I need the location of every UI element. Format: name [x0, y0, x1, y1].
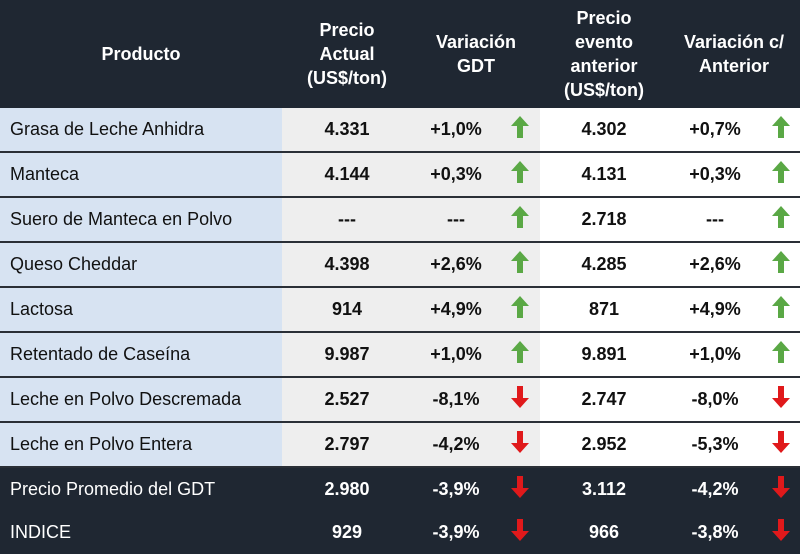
- precio-anterior: 4.131: [540, 152, 669, 198]
- table-row: Grasa de Leche Anhidra 4.331 +1,0% 4.302 +0,…: [0, 108, 800, 153]
- variacion-gdt: -3,9%: [412, 467, 500, 511]
- arrow-up-icon: [762, 332, 800, 378]
- precio-anterior: 9.891: [540, 332, 669, 378]
- header-precio-actual-line2: Actual: [319, 44, 375, 64]
- arrow-up-icon: [500, 108, 541, 153]
- precio-actual: 929: [282, 511, 412, 554]
- arrow-down-icon: [500, 467, 541, 511]
- header-precio-anterior-line2: evento: [575, 32, 634, 52]
- arrow-down-icon: [500, 511, 541, 554]
- precio-actual: ---: [282, 197, 412, 243]
- header-producto: Producto: [0, 0, 282, 108]
- product-name: Manteca: [0, 152, 282, 198]
- header-row: Producto Precio Actual (US$/ton) Variaci…: [0, 0, 800, 108]
- product-name: Retentado de Caseína: [0, 332, 282, 378]
- precio-actual: 2.527: [282, 377, 412, 423]
- precio-anterior: 2.747: [540, 377, 669, 423]
- table-row: Suero de Manteca en Polvo --- --- 2.718 ---: [0, 197, 800, 243]
- precio-anterior: 966: [540, 511, 669, 554]
- arrow-up-icon: [762, 242, 800, 288]
- precio-actual: 2.797: [282, 422, 412, 468]
- variacion-gdt: +1,0%: [412, 332, 500, 378]
- arrow-down-icon: [500, 422, 541, 468]
- variacion-gdt: ---: [412, 197, 500, 243]
- arrow-up-icon: [762, 287, 800, 333]
- variacion-anterior: ---: [668, 197, 763, 243]
- product-name: Suero de Manteca en Polvo: [0, 197, 282, 243]
- variacion-anterior: +0,7%: [668, 108, 763, 153]
- product-name: Precio Promedio del GDT: [0, 467, 282, 511]
- precio-actual: 4.398: [282, 242, 412, 288]
- arrow-up-icon: [500, 332, 541, 378]
- table-row: Leche en Polvo Entera 2.797 -4,2% 2.952 -5,3…: [0, 422, 800, 468]
- arrow-down-icon: [762, 377, 800, 423]
- precio-anterior: 871: [540, 287, 669, 333]
- precio-actual: 4.331: [282, 108, 412, 153]
- variacion-gdt: +0,3%: [412, 152, 500, 198]
- variacion-anterior: -3,8%: [668, 511, 763, 554]
- header-variacion-anterior: Variación c/ Anterior: [668, 0, 800, 108]
- header-variacion-gdt: Variación GDT: [412, 0, 541, 108]
- variacion-anterior: +4,9%: [668, 287, 763, 333]
- arrow-up-icon: [762, 152, 800, 198]
- table-row: Manteca 4.144 +0,3% 4.131 +0,3%: [0, 152, 800, 198]
- table-row: Leche en Polvo Descremada 2.527 -8,1% 2.747…: [0, 377, 800, 423]
- header-precio-anterior-line1: Precio: [576, 8, 632, 28]
- variacion-anterior: +0,3%: [668, 152, 763, 198]
- product-name: INDICE: [0, 511, 282, 554]
- precio-actual: 4.144: [282, 152, 412, 198]
- precio-anterior: 3.112: [540, 467, 669, 511]
- product-name: Queso Cheddar: [0, 242, 282, 288]
- precio-anterior: 2.718: [540, 197, 669, 243]
- variacion-anterior: +1,0%: [668, 332, 763, 378]
- header-precio-anterior-line3: anterior: [570, 56, 638, 76]
- variacion-anterior: -5,3%: [668, 422, 763, 468]
- arrow-down-icon: [762, 511, 800, 554]
- product-name: Leche en Polvo Entera: [0, 422, 282, 468]
- arrow-up-icon: [500, 152, 541, 198]
- header-variacion-anterior-line2: Anterior: [699, 56, 770, 76]
- variacion-anterior: -8,0%: [668, 377, 763, 423]
- arrow-up-icon: [500, 287, 541, 333]
- arrow-up-icon: [762, 197, 800, 243]
- table-row: Queso Cheddar 4.398 +2,6% 4.285 +2,6%: [0, 242, 800, 288]
- product-name: Lactosa: [0, 287, 282, 333]
- header-variacion-gdt-line2: GDT: [457, 56, 495, 76]
- table-row: Precio Promedio del GDT 2.980 -3,9% 3.112 -4…: [0, 467, 800, 511]
- variacion-anterior: -4,2%: [668, 467, 763, 511]
- table-row: Retentado de Caseína 9.987 +1,0% 9.891 +1,0%: [0, 332, 800, 378]
- header-precio-actual: Precio Actual (US$/ton): [282, 0, 412, 108]
- precio-actual: 914: [282, 287, 412, 333]
- header-variacion-anterior-line1: Variación c/: [683, 32, 785, 52]
- product-name: Grasa de Leche Anhidra: [0, 108, 282, 153]
- arrow-up-icon: [500, 197, 541, 243]
- arrow-up-icon: [500, 242, 541, 288]
- product-name: Leche en Polvo Descremada: [0, 377, 282, 423]
- table-row: Lactosa 914 +4,9% 871 +4,9%: [0, 287, 800, 333]
- precio-anterior: 4.285: [540, 242, 669, 288]
- precio-anterior: 2.952: [540, 422, 669, 468]
- precio-actual: 2.980: [282, 467, 412, 511]
- variacion-anterior: +2,6%: [668, 242, 763, 288]
- header-precio-anterior-line4: (US$/ton): [564, 80, 645, 100]
- precio-actual: 9.987: [282, 332, 412, 378]
- table-row: INDICE 929 -3,9% 966 -3,8%: [0, 511, 800, 554]
- precio-anterior: 4.302: [540, 108, 669, 153]
- variacion-gdt: +4,9%: [412, 287, 500, 333]
- header-precio-actual-line3: (US$/ton): [307, 68, 387, 88]
- header-variacion-gdt-line1: Variación: [435, 32, 517, 52]
- variacion-gdt: +2,6%: [412, 242, 500, 288]
- header-precio-actual-line1: Precio: [319, 20, 375, 40]
- arrow-down-icon: [500, 377, 541, 423]
- header-precio-anterior: Precio evento anterior (US$/ton): [540, 0, 669, 108]
- arrow-up-icon: [762, 108, 800, 153]
- arrow-down-icon: [762, 467, 800, 511]
- variacion-gdt: +1,0%: [412, 108, 500, 153]
- variacion-gdt: -3,9%: [412, 511, 500, 554]
- variacion-gdt: -8,1%: [412, 377, 500, 423]
- arrow-down-icon: [762, 422, 800, 468]
- variacion-gdt: -4,2%: [412, 422, 500, 468]
